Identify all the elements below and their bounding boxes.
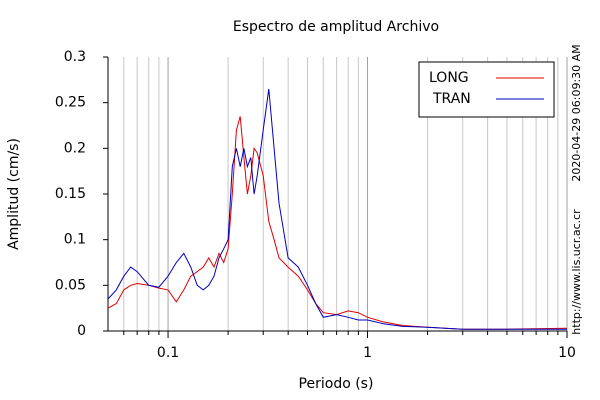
chart-title: Espectro de amplitud Archivo — [233, 19, 439, 35]
y-tick-label: 0.25 — [55, 95, 86, 111]
x-tick-label: 1 — [363, 345, 372, 361]
line-series — [107, 88, 567, 330]
y-tick-label: 0.15 — [55, 186, 86, 202]
y-axis-label: Amplitud (cm/s) — [6, 138, 22, 250]
legend-box — [418, 61, 555, 118]
y-tick-label: 0.3 — [64, 49, 86, 65]
y-tick-label: 0 — [77, 323, 86, 339]
y-tick-label: 0.2 — [64, 140, 86, 156]
url: http://www.lis.ucr.ac.cr — [570, 209, 583, 335]
timestamp: 2020-04-29 06:09:30 AM — [570, 44, 583, 181]
x-tick-label: 10 — [558, 345, 576, 361]
x-tick-label: 0.1 — [157, 345, 179, 361]
legend-label: LONG — [429, 70, 469, 86]
line-series — [107, 116, 568, 330]
x-axis-label: Periodo (s) — [299, 376, 374, 392]
y-tick-label: 0.1 — [64, 232, 86, 248]
y-tick-label: 0.05 — [55, 277, 86, 293]
legend-label: TRAN — [432, 91, 471, 107]
